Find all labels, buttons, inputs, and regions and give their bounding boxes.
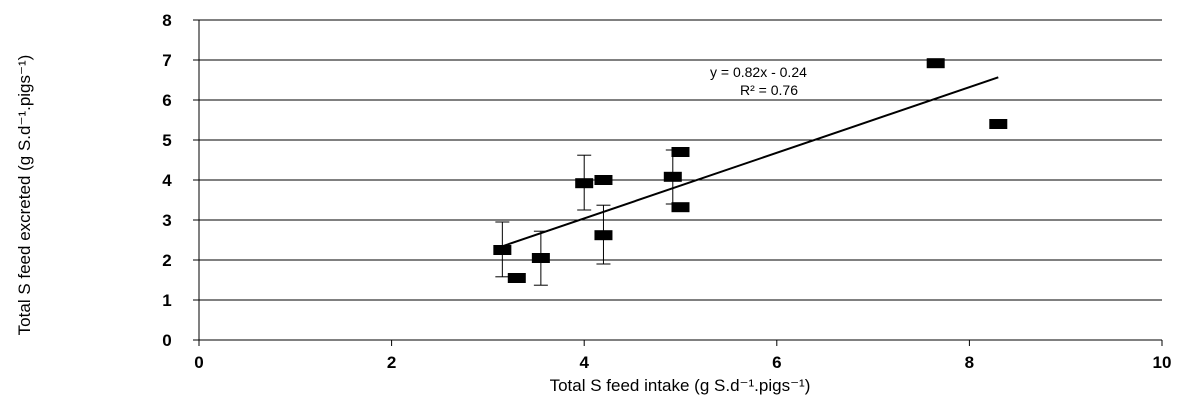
data-point (663, 171, 682, 182)
data-points (493, 58, 1008, 283)
trendline-equation-text: y = 0.82x - 0.24 (710, 64, 807, 80)
y-tick-label: 4 (162, 171, 172, 190)
trendline-r-squared-text: R² = 0.76 (740, 82, 798, 98)
axes (193, 19, 1163, 346)
data-point (493, 245, 512, 255)
data-point (507, 273, 526, 283)
data-point (594, 175, 613, 185)
trendline (502, 76, 999, 248)
data-point (671, 202, 690, 213)
y-tick-label: 1 (162, 291, 171, 310)
y-tick-label: 0 (162, 331, 171, 350)
data-point (926, 58, 945, 69)
x-axis-title: Total S feed intake (g S.d⁻¹.pigs⁻¹) (550, 376, 811, 395)
tick-labels: 0 1 2 3 4 5 6 7 8 0 2 4 6 8 10 (162, 11, 1171, 372)
y-axis-title-group: Total S feed excreted (g S.d⁻¹.pigs⁻¹) (15, 55, 34, 336)
data-point (671, 147, 690, 157)
x-tick-label: 0 (194, 353, 203, 372)
data-point (594, 230, 613, 241)
x-tick-label: 10 (1153, 353, 1172, 372)
y-tick-label: 5 (162, 131, 171, 150)
y-axis-title: Total S feed excreted (g S.d⁻¹.pigs⁻¹) (15, 55, 34, 336)
x-tick-label: 4 (579, 353, 589, 372)
x-tick-label: 6 (772, 353, 781, 372)
data-point (531, 253, 550, 263)
y-tick-label: 3 (162, 211, 171, 230)
data-point (989, 119, 1008, 129)
y-tick-label: 6 (162, 91, 171, 110)
trendline-equation: y = 0.82x - 0.24 R² = 0.76 (710, 64, 807, 98)
trendline-group (502, 76, 999, 248)
y-tick-label: 7 (162, 51, 171, 70)
x-tick-label: 2 (387, 353, 396, 372)
x-tick-label: 8 (965, 353, 974, 372)
gridlines (199, 19, 1162, 301)
y-tick-label: 8 (162, 11, 171, 30)
data-point (575, 178, 594, 189)
y-tick-label: 2 (162, 251, 171, 270)
